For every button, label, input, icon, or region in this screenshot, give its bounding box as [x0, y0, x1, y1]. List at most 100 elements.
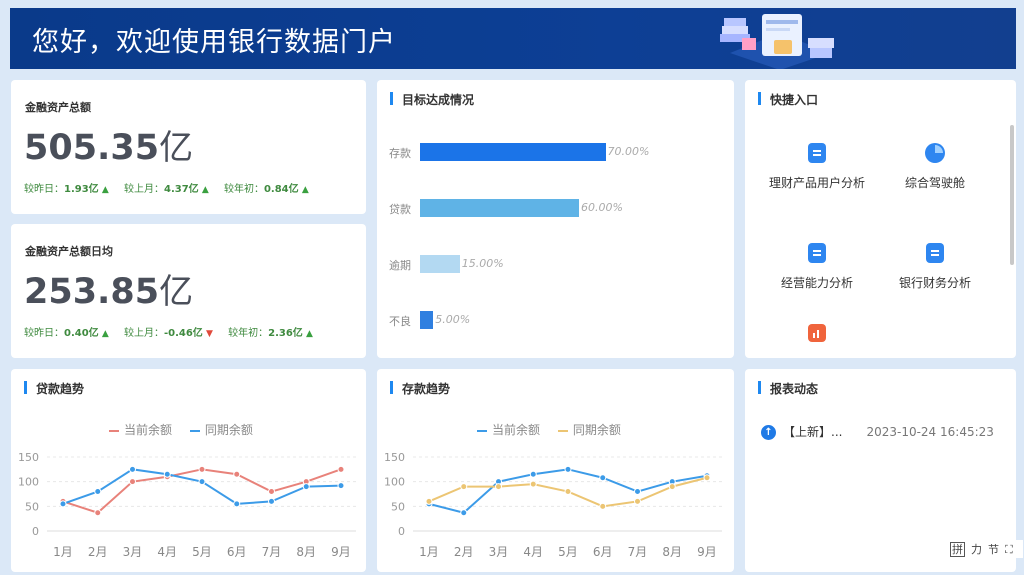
chart-legend: 当前余额 同期余额 — [109, 421, 267, 438]
data-point — [460, 509, 468, 517]
quick-entry-card: 快捷入口 理财产品用户分析 综合驾驶舱 经营能力分析 银行财务分析 — [745, 80, 1016, 358]
legend-item: 当前余额 — [109, 423, 172, 437]
dashboard-icon — [925, 143, 945, 163]
data-point — [163, 470, 171, 478]
quick-item-label: 银行财务分析 — [898, 276, 971, 290]
kpi-label: 金融资产总额日均 — [25, 245, 113, 258]
delta-year: 较年初：0.84亿 ▲ — [223, 184, 309, 195]
data-point — [668, 483, 676, 491]
data-point — [599, 502, 607, 510]
doc-icon — [808, 243, 826, 263]
y-tick-label: 50 — [25, 500, 39, 513]
chart-icon — [808, 324, 826, 342]
quick-item-cockpit[interactable]: 综合驾驶舱 — [880, 140, 990, 193]
data-point — [59, 500, 67, 508]
data-point — [198, 478, 206, 486]
deposit-trend-chart: 0 50 100 150 1月 2月 3月 4月 5月 6月 7月 8月 9月 — [384, 451, 722, 559]
banner-illustration — [720, 14, 834, 69]
x-tick-label: 6月 — [227, 545, 247, 559]
x-tick-label: 1月 — [53, 545, 73, 559]
quick-item-label: 综合驾驶舱 — [904, 176, 965, 190]
page-title: 您好，欢迎使用银行数据门户 — [32, 27, 396, 58]
data-point — [337, 465, 345, 473]
goal-bar — [420, 199, 579, 217]
goal-bar — [420, 255, 460, 273]
quick-item-wealth-user-analysis[interactable]: 理财产品用户分析 — [762, 140, 872, 193]
y-tick-label: 50 — [391, 500, 405, 513]
y-tick-label: 150 — [384, 451, 405, 464]
data-point — [425, 497, 433, 505]
x-tick-label: 6月 — [593, 545, 613, 559]
data-point — [634, 497, 641, 505]
data-point — [94, 509, 102, 517]
goal-label: 贷款 — [389, 203, 411, 216]
data-point — [94, 488, 102, 496]
x-tick-label: 8月 — [296, 545, 316, 559]
goal-label: 不良 — [389, 315, 411, 328]
section-title: 存款趋势 — [390, 380, 450, 397]
data-point — [198, 465, 206, 473]
data-point — [268, 488, 275, 496]
x-tick-label: 4月 — [157, 545, 177, 559]
data-point — [564, 465, 572, 473]
x-tick-label: 9月 — [697, 545, 717, 559]
ime-pinyin-button[interactable]: 拼 — [950, 542, 965, 557]
x-tick-label: 8月 — [662, 545, 682, 559]
kpi-value: 505.35亿 — [24, 128, 194, 168]
doc-icon — [926, 243, 944, 263]
data-point — [129, 478, 136, 486]
data-point — [268, 497, 275, 505]
header-banner: 您好，欢迎使用银行数据门户 — [10, 8, 1016, 69]
goal-pct: 5.00% — [435, 313, 471, 326]
data-point — [529, 470, 537, 478]
section-title: 贷款趋势 — [24, 380, 84, 397]
kpi-card-total-assets: 金融资产总额 505.35亿 较昨日：1.93亿 ▲ 较上月：4.37亿 ▲ 较… — [11, 80, 366, 214]
x-tick-label: 5月 — [558, 545, 578, 559]
quick-item-chart[interactable] — [762, 320, 872, 346]
ime-toolbar[interactable]: 拼力节 ⛶ — [946, 540, 1023, 558]
goal-pct: 15.00% — [461, 257, 504, 270]
kpi-card-daily-average: 金融资产总额日均 253.85亿 较昨日：0.40亿 ▲ 较上月：-0.46亿 … — [11, 224, 366, 358]
quick-item-label: 经营能力分析 — [780, 276, 853, 290]
legend-item: 同期余额 — [557, 423, 621, 437]
arrow-up-icon: ▲ — [201, 185, 209, 195]
ime-item[interactable]: 力 — [971, 543, 982, 556]
kpi-label: 金融资产总额 — [25, 101, 91, 114]
chart-legend: 当前余额 同期余额 — [477, 421, 635, 438]
y-tick-label: 0 — [32, 525, 39, 538]
arrow-up-icon: ▲ — [101, 329, 109, 339]
goal-bar — [420, 143, 606, 161]
report-item[interactable]: ↑ 【上新】... 2023-10-24 16:45:23 — [761, 423, 994, 440]
section-title: 报表动态 — [758, 380, 818, 397]
x-tick-label: 1月 — [419, 545, 439, 559]
legend-item: 当前余额 — [477, 423, 540, 437]
scrollbar[interactable] — [1010, 125, 1014, 265]
data-point — [529, 480, 537, 488]
arrow-up-icon: ▲ — [301, 185, 309, 195]
y-tick-label: 100 — [18, 476, 39, 489]
ime-fullscreen-icon[interactable]: ⛶ — [1005, 543, 1013, 556]
doc-icon — [808, 143, 826, 163]
report-updates-card: 报表动态 ↑ 【上新】... 2023-10-24 16:45:23 — [745, 369, 1016, 572]
ime-item[interactable]: 节 — [988, 543, 999, 556]
x-tick-label: 7月 — [628, 545, 648, 559]
kpi-value: 253.85亿 — [24, 272, 194, 312]
quick-item-operating-analysis[interactable]: 经营能力分析 — [762, 240, 872, 293]
goal-pct: 60.00% — [581, 201, 623, 214]
report-item-text: 【上新】... — [783, 425, 843, 439]
data-point — [495, 483, 502, 491]
data-point — [703, 474, 711, 482]
loan-trend-chart: 0 50 100 150 1月 2月 3月 4月 5月 6月 7月 8月 9月 — [18, 451, 356, 559]
data-point — [337, 482, 345, 490]
goal-label: 存款 — [389, 147, 411, 160]
arrow-up-icon: ▲ — [305, 329, 313, 339]
series-line — [62, 468, 342, 505]
quick-item-finance-analysis[interactable]: 银行财务分析 — [880, 240, 990, 293]
x-tick-label: 3月 — [123, 545, 143, 559]
goal-label: 逾期 — [389, 259, 411, 272]
y-tick-label: 100 — [384, 476, 405, 489]
quick-item-label: 理财产品用户分析 — [768, 176, 865, 190]
report-item-date: 2023-10-24 16:45:23 — [866, 425, 994, 439]
y-tick-label: 150 — [18, 451, 39, 464]
data-point — [460, 483, 468, 491]
